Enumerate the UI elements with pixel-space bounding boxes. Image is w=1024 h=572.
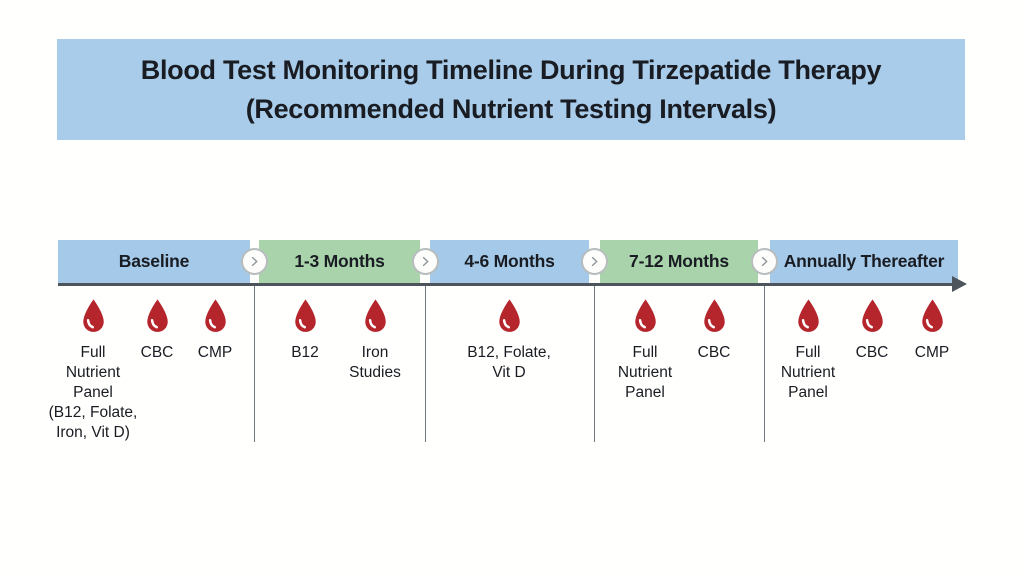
timeline-segment-4-6-months: 4-6 Months xyxy=(430,240,589,283)
segment-divider xyxy=(424,286,426,442)
test-item: Full Nutrient Panel (B12, Folate, Iron, … xyxy=(33,299,153,443)
timeline-segment-annually: Annually Thereafter xyxy=(770,240,958,283)
blood-drop-icon xyxy=(921,299,943,332)
test-item: CBC xyxy=(812,299,932,363)
segment-label: 1-3 Months xyxy=(294,251,385,271)
title-line-2: (Recommended Nutrient Testing Intervals) xyxy=(245,93,777,124)
blood-drop-icon xyxy=(146,299,168,332)
test-label: B12, Folate, Vit D xyxy=(467,344,551,381)
test-label: CBC xyxy=(140,344,174,361)
test-label: CBC xyxy=(855,344,889,361)
chevron-circle xyxy=(411,248,439,275)
chevron-right-icon xyxy=(591,256,598,267)
test-label: Full Nutrient Panel (B12, Folate, Iron, … xyxy=(48,344,138,441)
chevron-right-icon xyxy=(251,256,258,267)
blood-drop-icon xyxy=(797,299,819,332)
test-item: CMP xyxy=(155,299,275,363)
chevron-right-icon xyxy=(422,256,428,267)
test-item: Full Nutrient Panel xyxy=(585,299,705,403)
chevron-circle xyxy=(241,248,268,275)
test-item: B12, Folate, Vit D xyxy=(449,299,569,383)
blood-drop-icon xyxy=(703,299,725,332)
blood-drop-icon xyxy=(294,299,316,332)
test-label: Full Nutrient Panel xyxy=(780,344,836,401)
blood-drop-icon xyxy=(498,299,520,332)
timeline-segment-7-12-months: 7-12 Months xyxy=(600,240,758,283)
blood-drop-icon xyxy=(861,299,883,332)
test-item: CBC xyxy=(97,299,217,363)
chevron-circle xyxy=(750,248,778,275)
test-label: CMP xyxy=(197,344,233,361)
segment-divider xyxy=(253,286,255,442)
timeline-segment-baseline: Baseline xyxy=(58,240,250,283)
test-item: CBC xyxy=(654,299,774,363)
test-label: CMP xyxy=(914,344,950,361)
test-item: CMP xyxy=(872,299,992,363)
test-item: Full Nutrient Panel xyxy=(748,299,868,403)
segment-divider xyxy=(593,286,595,442)
segment-label: 7-12 Months xyxy=(629,251,729,271)
test-item: Iron Studies xyxy=(315,299,435,383)
chevron-right-icon xyxy=(761,256,767,267)
test-label: Iron Studies xyxy=(349,344,401,381)
timeline-segment-1-3-months: 1-3 Months xyxy=(259,240,420,283)
timeline-axis-line xyxy=(58,283,955,286)
segment-label: 4-6 Months xyxy=(464,251,555,271)
title-line-1: Blood Test Monitoring Timeline During Ti… xyxy=(140,54,882,85)
title-banner: Blood Test Monitoring Timeline During Ti… xyxy=(57,39,965,140)
timeline-arrowhead-icon xyxy=(952,276,967,292)
blood-drop-icon xyxy=(204,299,226,332)
segment-divider xyxy=(763,286,765,442)
blood-drop-icon xyxy=(82,299,104,332)
test-label: CBC xyxy=(697,344,731,361)
blood-drop-icon xyxy=(364,299,386,332)
segment-label: Annually Thereafter xyxy=(783,251,945,271)
test-item: B12 xyxy=(245,299,365,363)
segment-label: Baseline xyxy=(118,251,190,271)
blood-drop-icon xyxy=(634,299,656,332)
chevron-circle xyxy=(581,248,608,275)
test-label: B12 xyxy=(291,344,319,361)
test-label: Full Nutrient Panel xyxy=(617,344,673,401)
